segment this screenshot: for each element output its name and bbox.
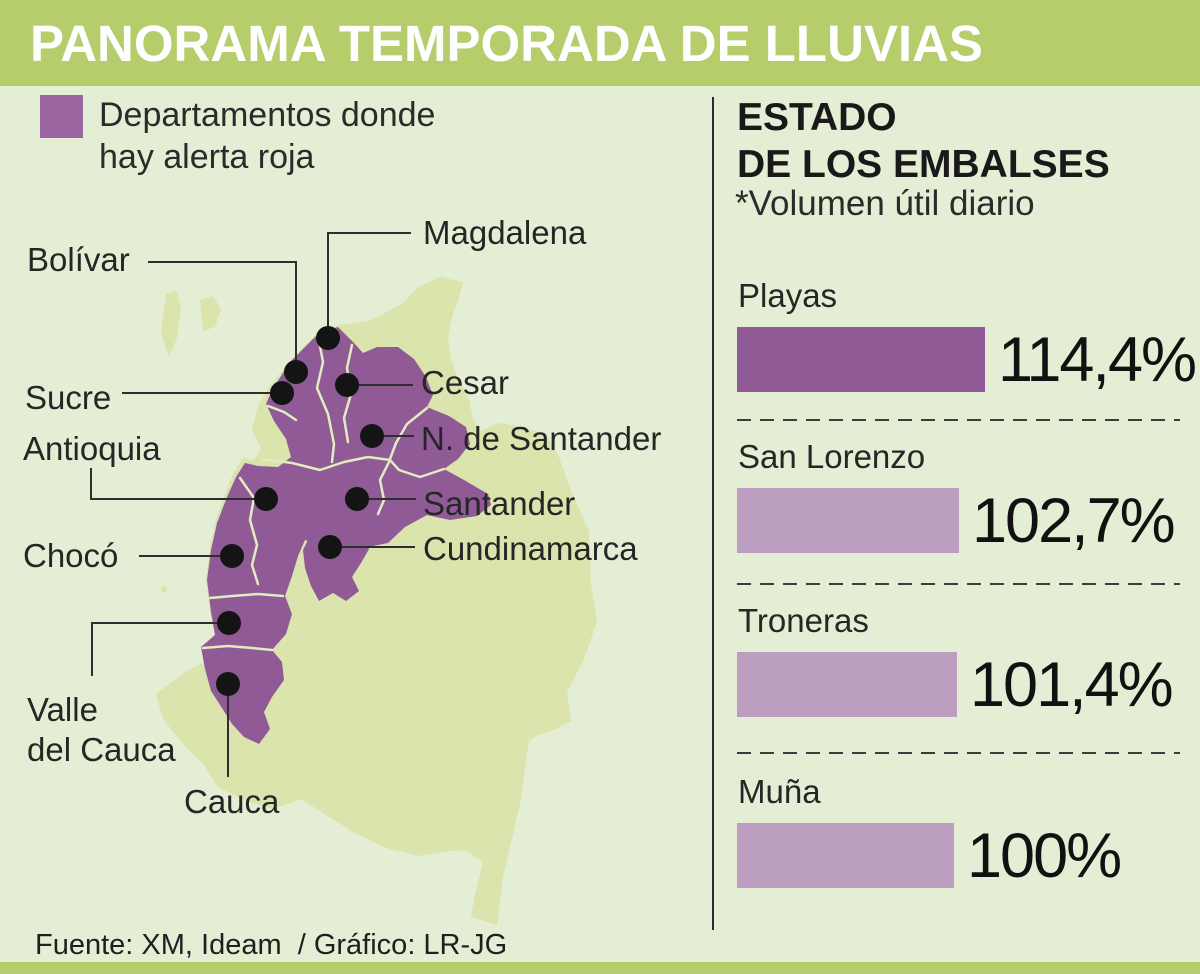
reservoir-value-san-lorenzo: 102,7%	[972, 486, 1176, 556]
map-label-santander: Santander	[423, 485, 576, 522]
dashed-separator-2	[737, 583, 1180, 585]
colombia-country-shape	[156, 277, 597, 925]
legend-alert-label: Departamentos donde hay alerta roja	[99, 96, 436, 176]
leader-line-valle-del-cauca	[91, 622, 229, 676]
reservoir-name-mu-a: Muña	[738, 773, 821, 810]
reservoir-name-san-lorenzo: San Lorenzo	[738, 438, 926, 475]
alert-dot-santander	[345, 487, 369, 511]
reservoir-value-troneras: 101,4%	[970, 650, 1174, 720]
reservoir-name-playas: Playas	[738, 277, 838, 314]
reservoir-bar-san-lorenzo	[737, 488, 959, 553]
alert-dot-valle-del-cauca	[217, 611, 241, 635]
header-bar: PANORAMA TEMPORADA DE LLUVIAS	[0, 0, 1200, 86]
panel-divider	[712, 97, 714, 930]
map-label-antioquia: Antioquia	[23, 430, 161, 467]
reservoir-value-playas: 114,4%	[998, 325, 1197, 395]
alert-dot-bol-var	[284, 360, 308, 384]
reservoir-name-troneras: Troneras	[738, 602, 869, 639]
map-label-sucre: Sucre	[25, 379, 112, 416]
map-label-cauca: Cauca	[184, 783, 280, 820]
bottom-bar	[0, 962, 1200, 974]
reservoirs-heading: ESTADO DE LOS EMBALSES	[737, 96, 1110, 186]
alert-dot-choc	[220, 544, 244, 568]
alert-dot-magdalena	[316, 326, 340, 350]
map-label-valle-del-cauca: Valle del Cauca	[27, 691, 176, 768]
source-credit: Fuente: XM, Ideam / Gráfico: LR-JG	[35, 929, 508, 961]
map-label-choc: Chocó	[23, 537, 119, 574]
leader-line-antioquia	[90, 468, 266, 500]
alert-dot-antioquia	[254, 487, 278, 511]
alert-dot-cauca	[216, 672, 240, 696]
leader-line-magdalena	[327, 232, 411, 338]
reservoir-bar-mu-a	[737, 823, 954, 888]
dashed-separator-3	[737, 752, 1180, 754]
island-shape-2	[200, 296, 221, 331]
alert-dot-n-de-santander	[360, 424, 384, 448]
department-borders	[201, 334, 446, 652]
island-shape-1	[161, 290, 181, 357]
map-label-magdalena: Magdalena	[423, 214, 587, 251]
reservoir-bar-troneras	[737, 652, 957, 717]
map-label-cesar: Cesar	[421, 364, 510, 401]
dashed-separator-1	[737, 419, 1180, 421]
island-shape-3	[161, 586, 167, 592]
reservoir-bar-playas	[737, 327, 985, 392]
alert-dot-cesar	[335, 373, 359, 397]
reservoirs-note: *Volumen útil diario	[735, 184, 1035, 223]
map-label-n-de-santander: N. de Santander	[421, 420, 662, 457]
map-label-cundinamarca: Cundinamarca	[423, 530, 638, 567]
map-label-bol-var: Bolívar	[27, 241, 130, 278]
legend-alert-swatch	[40, 95, 83, 138]
alert-dot-sucre	[270, 381, 294, 405]
leader-line-bol-var	[148, 261, 297, 372]
alert-dot-cundinamarca	[318, 535, 342, 559]
page-title: PANORAMA TEMPORADA DE LLUVIAS	[30, 15, 983, 72]
alert-region-cundinamarca-shape	[303, 519, 369, 601]
reservoir-value-mu-a: 100%	[967, 821, 1122, 891]
